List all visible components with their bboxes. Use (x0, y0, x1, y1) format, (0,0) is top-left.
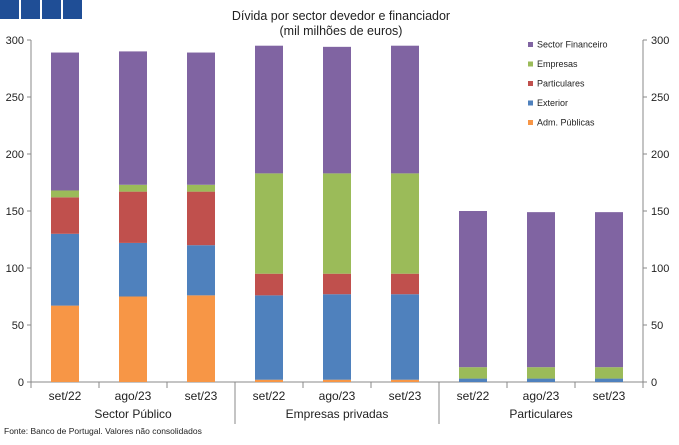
group-label: Particulares (509, 407, 572, 421)
legend-label: Sector Financeiro (537, 40, 608, 50)
legend-swatch (528, 100, 533, 106)
bar-segment (595, 212, 623, 368)
bar-segment (527, 378, 555, 382)
x-tick-label: set/22 (457, 389, 490, 403)
bar-segment (119, 296, 147, 382)
bar-segment (595, 367, 623, 379)
x-tick-label: ago/23 (523, 389, 560, 403)
bar-segment (391, 45, 419, 174)
x-tick-label: set/22 (253, 389, 286, 403)
chart-subtitle: (mil milhões de euros) (280, 24, 403, 38)
bar-segment (527, 367, 555, 379)
bar-segment (323, 273, 351, 295)
y2-tick-label: 150 (651, 206, 669, 218)
bar-segment (255, 173, 283, 274)
bar-segment (187, 184, 215, 192)
x-tick-label: set/22 (49, 389, 82, 403)
bar-segment (459, 211, 487, 368)
x-tick-label: set/23 (389, 389, 422, 403)
bar-segment (323, 46, 351, 174)
x-tick-label: ago/23 (319, 389, 356, 403)
bar-segment (51, 197, 79, 234)
legend-swatch (528, 61, 533, 67)
logo-square (63, 0, 82, 19)
y-tick-label: 0 (18, 377, 24, 389)
bar-segment (119, 51, 147, 185)
bar-segment (323, 173, 351, 274)
logo-square (42, 0, 61, 19)
y2-tick-label: 50 (651, 320, 663, 332)
legend-label: Adm. Públicas (537, 118, 595, 128)
bar-segment (119, 184, 147, 192)
x-tick-label: set/23 (593, 389, 626, 403)
group-label: Sector Público (94, 407, 172, 421)
bar-segment (119, 242, 147, 297)
y2-tick-label: 0 (651, 377, 657, 389)
legend-swatch (528, 81, 533, 86)
y-tick-label: 150 (6, 206, 24, 218)
bar-segment (187, 191, 215, 246)
group-label: Empresas privadas (286, 407, 389, 421)
y-tick-label: 50 (12, 320, 24, 332)
logo-square (0, 0, 19, 19)
bar-segment (391, 379, 419, 382)
source-note: Fonte: Banco de Portugal. Valores não co… (4, 426, 202, 436)
bar-segment (459, 378, 487, 382)
bar-segment (119, 191, 147, 243)
y2-tick-label: 200 (651, 149, 669, 161)
bar-segment (187, 245, 215, 296)
bar-segment (51, 305, 79, 382)
bar-segment (391, 273, 419, 295)
bar-segment (595, 378, 623, 382)
legend-label: Particulares (537, 79, 585, 89)
y2-tick-label: 300 (651, 35, 669, 47)
bar-segment (255, 379, 283, 382)
bar-segment (51, 233, 79, 306)
bar-segment (459, 367, 487, 379)
bar-segment (51, 190, 79, 198)
bar-segment (391, 173, 419, 274)
logo (0, 0, 82, 19)
logo-square (21, 0, 40, 19)
x-tick-label: ago/23 (115, 389, 152, 403)
bar-segment (323, 379, 351, 382)
bar-segment (255, 295, 283, 380)
y-tick-label: 300 (6, 35, 24, 47)
bar-segment (187, 295, 215, 382)
y2-tick-label: 100 (651, 263, 669, 275)
chart-title: Dívida por sector devedor e financiador (232, 9, 450, 23)
x-tick-label: set/23 (185, 389, 218, 403)
legend-label: Empresas (537, 59, 578, 69)
bar-segment (255, 273, 283, 296)
bar-segment (323, 294, 351, 380)
legend-swatch (528, 42, 533, 47)
y2-tick-label: 250 (651, 92, 669, 104)
bar-segment (187, 52, 215, 185)
legend-swatch (528, 120, 533, 125)
bar-segment (51, 52, 79, 191)
y-tick-label: 250 (6, 92, 24, 104)
bar-segment (255, 45, 283, 174)
legend-label: Exterior (537, 98, 568, 108)
bar-segment (527, 212, 555, 368)
y-tick-label: 200 (6, 149, 24, 161)
y-tick-label: 100 (6, 263, 24, 275)
bar-segment (391, 294, 419, 380)
